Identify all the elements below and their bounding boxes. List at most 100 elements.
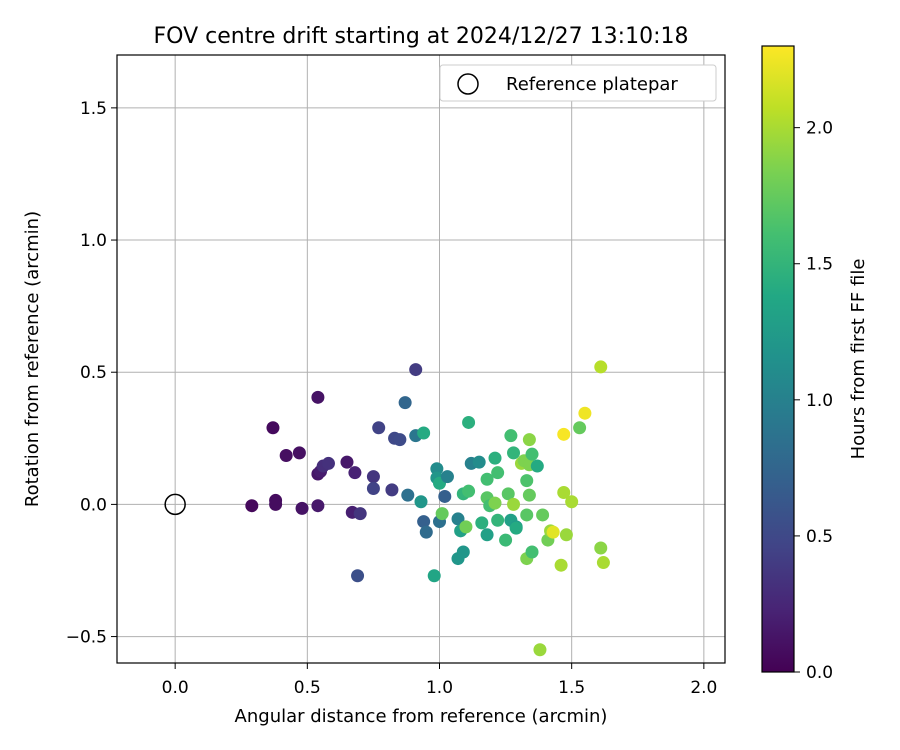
- data-point: [366, 470, 380, 484]
- data-point: [269, 497, 283, 511]
- data-point: [491, 466, 505, 480]
- data-point: [557, 427, 571, 441]
- x-tick-label: 0.0: [162, 678, 189, 698]
- y-tick-label: 1.5: [80, 99, 107, 119]
- data-point: [438, 489, 452, 503]
- x-tick-label: 0.5: [294, 678, 321, 698]
- data-point: [462, 415, 476, 429]
- data-point: [504, 429, 518, 443]
- x-axis-label: Angular distance from reference (arcmin): [235, 706, 608, 727]
- data-point: [480, 528, 494, 542]
- y-axis-ticks: −0.5 0.0 0.5 1.0 1.5: [66, 99, 117, 648]
- data-point: [522, 433, 536, 447]
- data-point: [520, 508, 534, 522]
- data-point: [398, 396, 412, 410]
- data-point: [578, 406, 592, 420]
- colorbar-tick-label: 1.5: [806, 255, 833, 275]
- colorbar-tick-label: 0.5: [806, 527, 833, 547]
- legend-label: Reference platepar: [506, 74, 678, 95]
- data-point: [401, 488, 415, 502]
- plot-frame-bg: [117, 55, 725, 663]
- data-point: [340, 455, 354, 469]
- data-point: [525, 545, 539, 559]
- y-axis-label: Rotation from reference (arcmin): [22, 211, 43, 507]
- legend: Reference platepar: [439, 64, 717, 102]
- data-point: [488, 451, 502, 465]
- data-point: [557, 485, 571, 499]
- data-point: [507, 497, 521, 511]
- data-point: [292, 446, 306, 460]
- chart-title: FOV centre drift starting at 2024/12/27 …: [154, 24, 689, 49]
- data-point: [596, 556, 610, 570]
- y-tick-label: 1.0: [80, 231, 107, 251]
- data-point: [279, 448, 293, 462]
- data-point: [491, 513, 505, 527]
- data-point: [565, 495, 579, 509]
- plot-frame: [116, 54, 726, 664]
- data-point: [536, 508, 550, 522]
- x-tick-label: 1.0: [426, 678, 453, 698]
- data-point: [522, 488, 536, 502]
- data-point: [554, 558, 568, 572]
- scatter-series: [245, 360, 610, 657]
- x-axis-ticks: 0.0 0.5 1.0 1.5 2.0: [162, 663, 717, 698]
- data-point: [393, 433, 407, 447]
- data-point: [430, 462, 444, 476]
- colorbar-tick-label: 2.0: [806, 119, 833, 139]
- colorbar-tick-label: 1.0: [806, 391, 833, 411]
- data-point: [472, 455, 486, 469]
- plot-area: 0.0 0.5 1.0 1.5 2.0 −0.5 0.0 0.5 1.0 1.5: [66, 54, 726, 698]
- colorbar: 0.0 0.5 1.0 1.5 2.0 Hours from first FF file: [761, 45, 869, 683]
- data-point: [409, 363, 423, 377]
- data-point: [488, 496, 502, 510]
- data-point: [372, 421, 386, 435]
- data-point: [417, 515, 431, 529]
- data-point: [295, 501, 309, 515]
- data-point: [419, 525, 433, 539]
- data-point: [311, 499, 325, 513]
- data-point: [475, 516, 489, 530]
- data-point: [456, 545, 470, 559]
- legend-marker: [457, 73, 479, 95]
- data-point: [427, 569, 441, 583]
- data-point: [440, 470, 454, 484]
- data-point: [501, 487, 515, 501]
- x-tick-label: 2.0: [690, 678, 717, 698]
- data-point: [321, 456, 335, 470]
- y-tick-label: 0.0: [80, 495, 107, 515]
- data-point: [462, 484, 476, 498]
- y-tick-label: 0.5: [80, 363, 107, 383]
- colorbar-ticks: 0.0 0.5 1.0 1.5 2.0: [794, 119, 833, 683]
- data-point: [520, 474, 534, 488]
- data-point: [414, 495, 428, 509]
- data-point: [459, 520, 473, 534]
- data-point: [435, 507, 449, 521]
- data-point: [499, 533, 513, 547]
- data-point: [509, 521, 523, 535]
- data-point: [594, 360, 608, 374]
- y-tick-label: −0.5: [66, 628, 107, 648]
- reference-platepar-marker: [164, 493, 186, 516]
- data-point: [385, 483, 399, 497]
- data-point: [546, 525, 560, 539]
- colorbar-tick-label: 0.0: [806, 663, 833, 683]
- x-tick-label: 1.5: [558, 678, 585, 698]
- data-point: [417, 426, 431, 440]
- data-point: [451, 512, 465, 526]
- grid: [117, 55, 725, 663]
- data-point: [353, 507, 367, 521]
- data-point: [351, 569, 365, 583]
- legend-box: [439, 64, 717, 102]
- data-point: [594, 541, 608, 555]
- data-point: [245, 499, 259, 513]
- data-point: [530, 459, 544, 473]
- colorbar-gradient: [761, 45, 795, 673]
- data-point: [573, 421, 587, 435]
- data-point: [366, 482, 380, 496]
- data-point: [525, 447, 539, 461]
- colorbar-label: Hours from first FF file: [848, 259, 869, 460]
- data-point: [507, 446, 521, 460]
- data-point: [266, 421, 280, 435]
- data-point: [311, 390, 325, 404]
